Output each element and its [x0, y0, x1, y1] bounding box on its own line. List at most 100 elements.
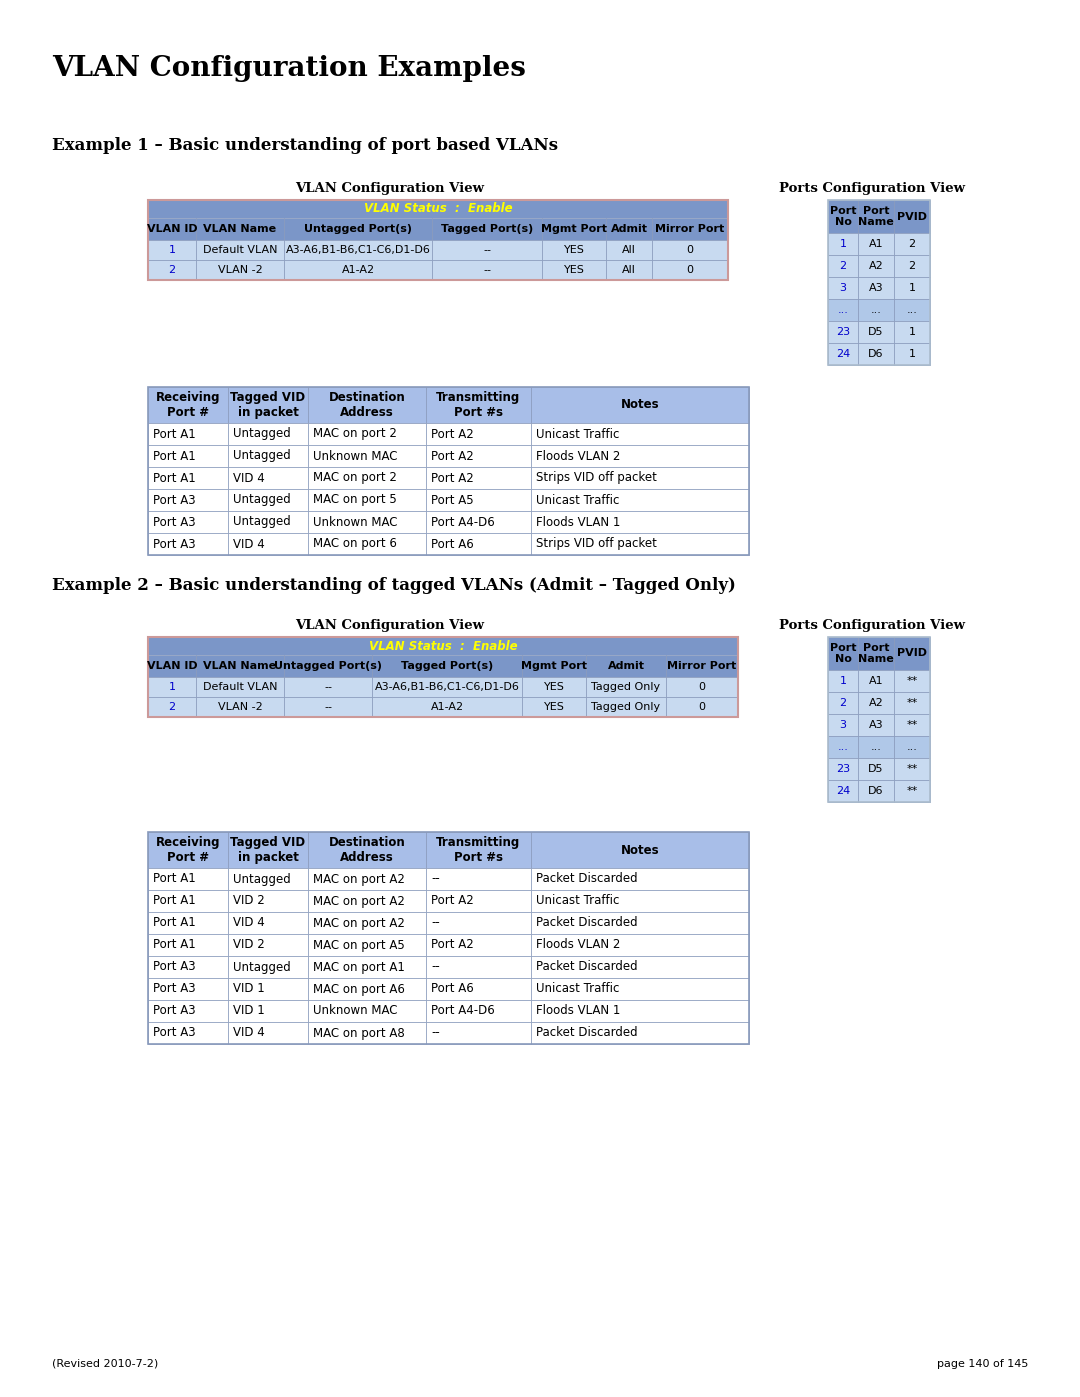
- Text: A3: A3: [868, 719, 883, 731]
- Bar: [531, 1023, 750, 1044]
- Bar: [426, 868, 531, 890]
- Text: VLAN -2: VLAN -2: [218, 265, 262, 275]
- Bar: [148, 467, 228, 489]
- Bar: [426, 833, 531, 868]
- Text: YES: YES: [564, 244, 584, 256]
- Text: Unknown MAC: Unknown MAC: [313, 1004, 397, 1017]
- Text: VLAN Status  :  Enable: VLAN Status : Enable: [364, 203, 512, 215]
- Text: VLAN Configuration Examples: VLAN Configuration Examples: [52, 54, 526, 82]
- Bar: [426, 534, 531, 555]
- Bar: [606, 240, 652, 260]
- Text: All: All: [622, 265, 636, 275]
- Text: 23: 23: [836, 327, 850, 337]
- Text: Port
Name: Port Name: [859, 643, 894, 665]
- Bar: [828, 637, 858, 671]
- Text: Port A1: Port A1: [153, 427, 195, 440]
- Bar: [308, 935, 426, 956]
- Bar: [308, 446, 426, 467]
- Text: MAC on port 5: MAC on port 5: [313, 493, 396, 507]
- Bar: [542, 240, 606, 260]
- Text: 0: 0: [699, 682, 705, 692]
- Bar: [666, 655, 738, 678]
- Bar: [894, 780, 930, 802]
- Bar: [531, 978, 750, 1000]
- Text: Example 1 – Basic understanding of port based VLANs: Example 1 – Basic understanding of port …: [52, 137, 558, 154]
- Bar: [858, 200, 894, 233]
- Text: **: **: [906, 787, 918, 796]
- Bar: [148, 956, 228, 978]
- Bar: [426, 912, 531, 935]
- Text: Notes: Notes: [621, 398, 659, 412]
- Text: VLAN -2: VLAN -2: [218, 703, 262, 712]
- Bar: [228, 1023, 308, 1044]
- Text: Floods VLAN 1: Floods VLAN 1: [536, 515, 620, 528]
- Bar: [894, 256, 930, 277]
- Text: A3-A6,B1-B6,C1-C6,D1-D6: A3-A6,B1-B6,C1-C6,D1-D6: [285, 244, 431, 256]
- Text: Strips VID off packet: Strips VID off packet: [536, 472, 657, 485]
- Text: A2: A2: [868, 698, 883, 708]
- Bar: [531, 446, 750, 467]
- Text: Port A2: Port A2: [431, 894, 474, 908]
- Bar: [372, 678, 522, 697]
- Bar: [195, 240, 284, 260]
- Bar: [228, 978, 308, 1000]
- Bar: [426, 1000, 531, 1023]
- Text: Floods VLAN 1: Floods VLAN 1: [536, 1004, 620, 1017]
- Text: Mgmt Port: Mgmt Port: [541, 224, 607, 235]
- Text: Untagged: Untagged: [233, 493, 291, 507]
- Text: Port
No: Port No: [829, 205, 856, 228]
- Text: MAC on port A6: MAC on port A6: [313, 982, 405, 996]
- Bar: [426, 956, 531, 978]
- Text: Tagged Port(s): Tagged Port(s): [441, 224, 534, 235]
- Text: Admit: Admit: [610, 224, 648, 235]
- Bar: [148, 868, 228, 890]
- Bar: [531, 935, 750, 956]
- Bar: [308, 956, 426, 978]
- Text: Default VLAN: Default VLAN: [203, 682, 278, 692]
- Text: Packet Discarded: Packet Discarded: [536, 1027, 637, 1039]
- Text: page 140 of 145: page 140 of 145: [936, 1359, 1028, 1369]
- Text: D5: D5: [868, 764, 883, 774]
- Bar: [426, 467, 531, 489]
- Text: 0: 0: [687, 244, 693, 256]
- Text: 3: 3: [839, 719, 847, 731]
- Text: Port A3: Port A3: [153, 1027, 195, 1039]
- Text: ...: ...: [906, 305, 917, 314]
- Text: VLAN Configuration View: VLAN Configuration View: [296, 182, 485, 196]
- Bar: [148, 978, 228, 1000]
- Text: 3: 3: [839, 284, 847, 293]
- Text: Unicast Traffic: Unicast Traffic: [536, 982, 619, 996]
- Bar: [828, 321, 858, 344]
- Bar: [426, 935, 531, 956]
- Bar: [894, 736, 930, 759]
- Bar: [894, 344, 930, 365]
- Bar: [894, 299, 930, 321]
- Bar: [148, 655, 195, 678]
- Bar: [531, 912, 750, 935]
- Text: VID 2: VID 2: [233, 939, 265, 951]
- Bar: [228, 1000, 308, 1023]
- Text: Tagged Port(s): Tagged Port(s): [401, 661, 494, 671]
- Text: VID 4: VID 4: [233, 472, 265, 485]
- Bar: [148, 240, 195, 260]
- Bar: [148, 912, 228, 935]
- Text: Unknown MAC: Unknown MAC: [313, 450, 397, 462]
- Bar: [858, 736, 894, 759]
- Text: Transmitting
Port #s: Transmitting Port #s: [436, 391, 521, 419]
- Text: --: --: [324, 703, 332, 712]
- Text: **: **: [906, 698, 918, 708]
- Text: 2: 2: [839, 698, 847, 708]
- Text: 2: 2: [908, 239, 916, 249]
- Text: 1: 1: [908, 327, 916, 337]
- Bar: [828, 692, 858, 714]
- Bar: [542, 260, 606, 279]
- Bar: [894, 637, 930, 671]
- Text: **: **: [906, 764, 918, 774]
- Text: Port A1: Port A1: [153, 939, 195, 951]
- Text: Unicast Traffic: Unicast Traffic: [536, 493, 619, 507]
- Bar: [372, 655, 522, 678]
- Text: Port A3: Port A3: [153, 493, 195, 507]
- Bar: [228, 446, 308, 467]
- Bar: [894, 671, 930, 692]
- Bar: [828, 736, 858, 759]
